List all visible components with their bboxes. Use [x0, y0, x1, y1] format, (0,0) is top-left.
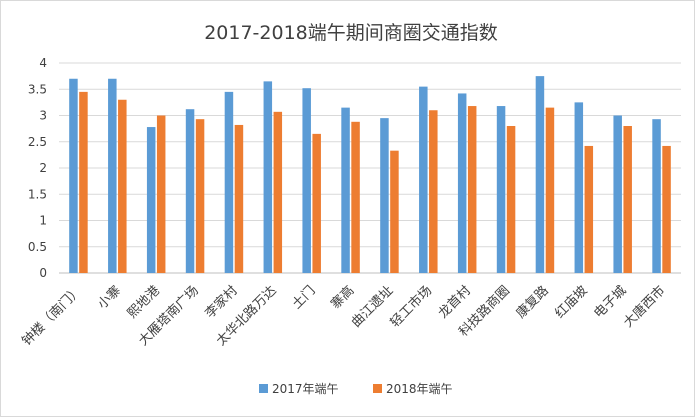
bar-2017 — [146, 127, 156, 273]
bar-2018 — [662, 145, 671, 273]
bar-2018 — [545, 107, 555, 273]
y-tick-label: 0.5 — [28, 240, 47, 254]
x-tick-label: 红庙坡 — [552, 283, 591, 322]
y-tick-label: 1.5 — [28, 187, 47, 201]
bar-2017 — [69, 78, 78, 273]
bar-2018 — [584, 145, 594, 273]
y-tick-label: 2 — [39, 161, 47, 175]
legend-swatch — [373, 384, 382, 393]
bar-2018 — [351, 121, 360, 273]
legend-label: 2018年端午 — [386, 382, 453, 396]
x-tick-label: 土门 — [290, 283, 319, 312]
bar-2018 — [156, 115, 166, 273]
bar-2017 — [302, 88, 311, 273]
x-tick-label: 小寨 — [94, 283, 124, 313]
y-tick-label: 3 — [39, 109, 47, 123]
x-tick-label: 曲江遗址 — [349, 283, 396, 330]
x-tick-label: 李家村 — [202, 283, 241, 322]
chart-title: 2017-2018端午期间商圈交通指数 — [204, 22, 498, 44]
bar-2018 — [623, 126, 632, 273]
bar-2017 — [380, 118, 389, 273]
x-tick-label: 钟楼（南门） — [19, 283, 85, 349]
x-tick-label: 大唐西市 — [620, 283, 668, 331]
bar-2018 — [195, 119, 205, 273]
x-tick-label: 轻工市场 — [387, 283, 435, 331]
bar-2018 — [118, 99, 127, 273]
bar-2018 — [273, 111, 283, 273]
bar-2018 — [390, 150, 399, 273]
legend: 2017年端午 2018年端午 — [259, 382, 453, 396]
bar-2018 — [429, 110, 438, 273]
y-tick-label: 4 — [39, 56, 47, 70]
bar-2017 — [652, 119, 661, 273]
bar-2018 — [467, 106, 477, 273]
bars — [69, 76, 671, 273]
bar-2018 — [506, 126, 516, 273]
bar-2017 — [535, 76, 545, 273]
bar-2017 — [419, 86, 428, 273]
y-tick-label: 3.5 — [28, 82, 47, 96]
bar-2017 — [224, 91, 234, 273]
x-tick-label: 龙首村 — [436, 283, 474, 321]
legend-label: 2017年端午 — [272, 382, 339, 396]
y-tick-label: 0 — [39, 266, 47, 280]
bar-2017 — [613, 115, 622, 273]
y-axis: 0 0.5 1 1.5 2 2.5 3 3.5 4 — [28, 56, 47, 280]
bar-2017 — [457, 93, 467, 273]
x-tick-label: 康复路 — [513, 283, 552, 322]
x-tick-label: 寨高 — [328, 283, 358, 313]
bar-2018 — [234, 124, 244, 273]
bar-2017 — [574, 102, 584, 273]
bar-2017 — [185, 109, 195, 273]
x-tick-label: 熙地港 — [125, 283, 163, 321]
bar-2017 — [263, 81, 273, 273]
bar-2017 — [496, 106, 506, 273]
legend-swatch — [259, 384, 268, 393]
y-tick-label: 1 — [39, 214, 47, 228]
x-tick-label: 电子城 — [591, 283, 629, 321]
bar-2017 — [108, 78, 117, 273]
bar-2018 — [79, 91, 88, 273]
y-tick-label: 2.5 — [28, 135, 47, 149]
bar-2017 — [341, 107, 350, 273]
bar-2018 — [312, 133, 321, 273]
